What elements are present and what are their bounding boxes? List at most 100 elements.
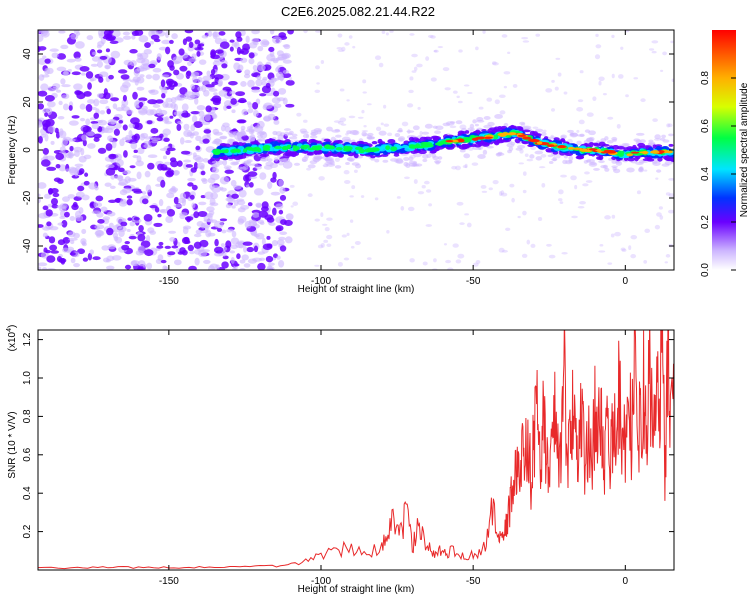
heat-cell [670, 40, 674, 44]
heat-cell [638, 167, 644, 173]
heat-cell [387, 132, 393, 137]
heat-cell [121, 81, 131, 89]
heat-cell [138, 35, 149, 43]
heat-cell [44, 58, 51, 64]
heat-cell [273, 90, 280, 97]
heat-cell [659, 215, 664, 220]
heat-cell [598, 250, 606, 253]
heat-cell [611, 73, 615, 79]
heat-cell [90, 63, 99, 67]
heat-cell [183, 123, 190, 131]
heat-cell [179, 213, 186, 220]
heat-cell [122, 94, 127, 102]
heat-cell [246, 247, 255, 253]
heat-cell [324, 144, 331, 150]
heat-cell [231, 205, 236, 209]
heat-cell [92, 256, 101, 261]
heat-cell [150, 34, 160, 40]
heat-cell [455, 120, 463, 125]
heat-cell [230, 257, 235, 265]
heat-cell [42, 147, 49, 155]
heat-cell [654, 134, 661, 140]
heat-cell [411, 53, 418, 58]
heat-cell [165, 215, 174, 224]
heat-cell [593, 167, 600, 171]
heat-cell [89, 249, 94, 255]
heat-cell [643, 260, 648, 264]
heat-cell [42, 205, 49, 211]
snr-series-line [38, 330, 674, 570]
heat-cell [93, 137, 100, 142]
heat-cell [251, 86, 260, 91]
heat-cell [345, 162, 350, 166]
heat-cell [396, 196, 401, 199]
heat-cell [577, 205, 585, 209]
heat-cell [59, 216, 66, 220]
heat-cell [94, 224, 105, 230]
heat-cell [122, 169, 132, 175]
heat-cell [547, 144, 555, 148]
heat-cell [46, 221, 52, 227]
heat-cell [621, 142, 630, 147]
heat-cell [147, 99, 158, 105]
heat-cell [133, 190, 143, 194]
heat-cell [607, 116, 614, 120]
heat-cell [104, 182, 112, 187]
heat-cell [604, 215, 611, 220]
heat-cell [325, 158, 331, 162]
heat-cell [147, 154, 158, 159]
heat-cell [187, 61, 193, 67]
heat-cell [261, 40, 270, 46]
y-tick-label: -40 [22, 238, 33, 253]
heat-cell [269, 162, 279, 169]
heat-cell [279, 231, 288, 235]
heat-cell [422, 142, 429, 148]
heat-cell [337, 49, 345, 52]
heat-cell [210, 54, 221, 60]
heat-cell [182, 226, 189, 235]
heat-cell [626, 153, 633, 157]
heat-cell [258, 144, 264, 149]
heat-cell [277, 154, 282, 158]
heat-cell [286, 145, 291, 150]
heat-cell [347, 157, 353, 162]
heat-cell [344, 42, 350, 46]
heat-cell [423, 180, 430, 185]
heat-cell [412, 125, 420, 131]
heat-cell [522, 171, 527, 176]
heat-cell [324, 227, 330, 232]
heat-cell [166, 192, 175, 199]
heat-cell [150, 127, 159, 134]
heat-cell [296, 112, 302, 117]
heat-cell [198, 110, 205, 117]
heat-cell [551, 108, 556, 112]
heat-cell [91, 123, 100, 130]
heat-cell [464, 213, 469, 216]
heat-cell [123, 150, 128, 158]
heat-cell [81, 240, 86, 246]
heat-cell [97, 219, 105, 224]
heat-cell [494, 114, 503, 119]
heat-cell [337, 261, 343, 267]
heat-cell [83, 91, 92, 97]
heat-cell [236, 46, 242, 55]
heat-cell [200, 170, 206, 176]
heat-cell [335, 134, 342, 138]
heat-cell [258, 130, 267, 135]
heat-cell [90, 120, 99, 124]
heat-cell [173, 259, 182, 266]
y-tick-label: 20 [22, 96, 33, 108]
heat-cell [253, 245, 259, 253]
heat-cell [181, 198, 187, 207]
heat-cell [430, 77, 437, 82]
heat-cell [413, 66, 418, 72]
heat-cell [425, 224, 433, 227]
heat-cell [162, 128, 171, 136]
heat-cell [51, 52, 59, 59]
heat-cell [210, 68, 216, 75]
heat-cell [204, 113, 211, 122]
heat-cell [240, 57, 248, 63]
heat-cell [261, 201, 269, 209]
heat-cell [363, 125, 367, 128]
heat-cell [313, 150, 319, 156]
